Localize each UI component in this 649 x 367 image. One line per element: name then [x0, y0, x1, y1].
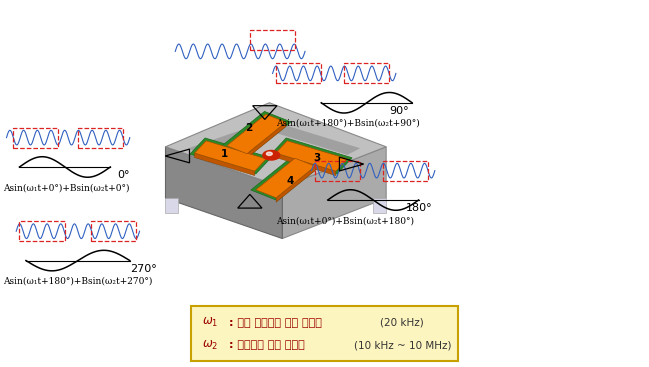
Polygon shape	[190, 138, 271, 174]
Text: Asin(ω₁t+0°)+Bsin(ω₂t+180°): Asin(ω₁t+0°)+Bsin(ω₂t+180°)	[276, 217, 414, 225]
Text: (20 kHz): (20 kHz)	[380, 318, 423, 328]
Circle shape	[263, 150, 280, 160]
Text: Asin(ω₁t+180°)+Bsin(ω₂t+270°): Asin(ω₁t+180°)+Bsin(ω₂t+270°)	[3, 276, 153, 285]
Bar	[383, 160, 428, 181]
Polygon shape	[276, 166, 315, 202]
Text: 0°: 0°	[117, 170, 129, 181]
Text: $\omega_2$: $\omega_2$	[202, 339, 219, 352]
Text: Asin(ω₁t+180°)+Bsin(ω₂t+90°): Asin(ω₁t+180°)+Bsin(ω₂t+90°)	[276, 119, 419, 127]
Polygon shape	[256, 158, 315, 198]
Text: 1: 1	[221, 149, 228, 159]
Text: 2: 2	[245, 123, 252, 134]
Bar	[13, 127, 58, 148]
Circle shape	[266, 152, 273, 156]
Text: : 전기회전 발생 주파수: : 전기회전 발생 주파수	[229, 340, 305, 350]
Polygon shape	[195, 141, 266, 171]
Text: 90°: 90°	[389, 106, 409, 116]
Polygon shape	[247, 122, 286, 158]
Bar	[91, 221, 136, 241]
Text: : 음의 유전영동 발생 주파수: : 음의 유전영동 발생 주파수	[229, 318, 322, 328]
Text: $\omega_1$: $\omega_1$	[202, 316, 219, 329]
Text: Asin(ω₁t+0°)+Bsin(ω₂t+0°): Asin(ω₁t+0°)+Bsin(ω₂t+0°)	[3, 184, 130, 192]
FancyBboxPatch shape	[191, 306, 458, 361]
Bar	[276, 63, 321, 83]
Polygon shape	[188, 120, 282, 155]
Text: 3: 3	[313, 153, 321, 163]
Bar	[78, 127, 123, 148]
Polygon shape	[165, 103, 386, 187]
Polygon shape	[195, 153, 254, 175]
Polygon shape	[222, 112, 291, 156]
Polygon shape	[251, 156, 320, 200]
Polygon shape	[165, 198, 178, 213]
Text: 180°: 180°	[406, 203, 432, 214]
Text: 4: 4	[286, 176, 294, 186]
Polygon shape	[256, 120, 360, 155]
Bar	[315, 160, 360, 181]
Text: (10 kHz ~ 10 MHz): (10 kHz ~ 10 MHz)	[354, 340, 451, 350]
Polygon shape	[227, 114, 286, 154]
Text: 270°: 270°	[130, 264, 156, 274]
Polygon shape	[276, 153, 336, 175]
Polygon shape	[373, 198, 386, 213]
Polygon shape	[165, 147, 282, 239]
Bar	[19, 221, 65, 241]
Polygon shape	[282, 147, 386, 239]
Bar	[344, 63, 389, 83]
Polygon shape	[276, 141, 347, 171]
Bar	[250, 30, 295, 50]
Polygon shape	[271, 138, 352, 174]
